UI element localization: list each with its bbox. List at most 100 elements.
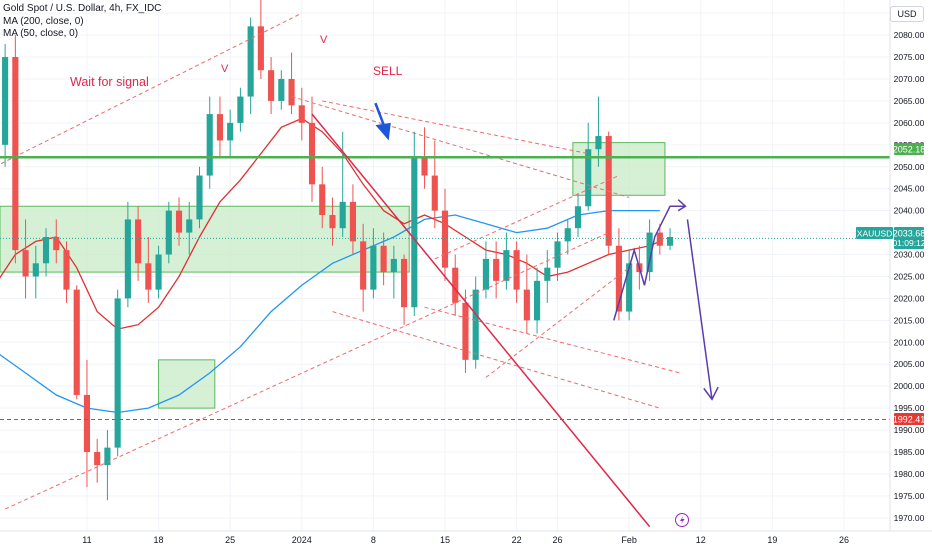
- price-tick-label: 2060.00: [894, 118, 925, 128]
- currency-button[interactable]: USD: [890, 6, 924, 22]
- candle-body: [124, 219, 131, 299]
- candle-body: [595, 136, 602, 150]
- candle-body: [349, 201, 356, 242]
- price-tick-label: 2005.00: [894, 359, 925, 369]
- candle-body: [615, 245, 622, 312]
- forecast-arrow-up: [677, 199, 687, 212]
- time-tick-label: 12: [696, 535, 706, 545]
- price-tick-label: 1970.00: [894, 513, 925, 523]
- channel-line: [0, 12, 303, 165]
- candle-body: [380, 245, 387, 273]
- drawings: [0, 12, 890, 528]
- candle-body: [145, 263, 152, 290]
- price-axis-bg: [890, 0, 932, 550]
- candle-body: [493, 258, 500, 281]
- svg-text:1992.41: 1992.41: [893, 415, 926, 425]
- candle-body: [656, 232, 663, 246]
- zone-box: [0, 205, 410, 273]
- candle-body: [83, 394, 91, 453]
- channel-line: [424, 306, 681, 374]
- candle-body: [247, 26, 254, 97]
- candle-body: [22, 250, 29, 277]
- channel-line: [291, 96, 630, 198]
- v-annotation-1: V: [221, 63, 229, 75]
- sell-arrow-head: [375, 122, 391, 141]
- price-tick-label: 2075.00: [894, 52, 925, 62]
- price-tick-label: 2070.00: [894, 74, 925, 84]
- channel-line: [332, 311, 660, 409]
- channel-line: [485, 267, 630, 378]
- candle-body: [390, 258, 397, 273]
- price-tick-label: 2045.00: [894, 184, 925, 194]
- candle-body: [626, 263, 633, 312]
- candle-body: [319, 184, 326, 216]
- forecast-arrow-down: [703, 386, 719, 401]
- indicator-ma200[interactable]: MA (200, close, 0): [3, 15, 84, 27]
- candle-body: [175, 210, 183, 233]
- symbol-badge[interactable]: XAUUSD 2033.68 01:09:12: [856, 227, 926, 249]
- price-tick-label: 2065.00: [894, 96, 925, 106]
- candle-body: [196, 175, 203, 220]
- channel-line: [322, 100, 589, 155]
- price-tick-label: 2040.00: [894, 206, 925, 216]
- price-label-resistance: 2052.18: [893, 143, 925, 155]
- candle-body: [73, 289, 80, 395]
- candle-body: [646, 232, 653, 273]
- svg-text:2033.68: 2033.68: [893, 229, 926, 239]
- indicator-ma50[interactable]: MA (50, close, 0): [3, 28, 79, 39]
- candle-body: [666, 236, 674, 246]
- candle-body: [574, 206, 582, 229]
- forecast-path: [613, 205, 686, 321]
- wait-signal-annotation: Wait for signal: [70, 75, 149, 89]
- candle-body: [329, 215, 336, 229]
- svg-text:XAUUSD: XAUUSD: [857, 229, 892, 239]
- candle-body: [411, 157, 418, 308]
- candle-body: [155, 254, 162, 290]
- time-tick-label: Feb: [621, 535, 637, 545]
- time-tick-label: 2024: [292, 535, 312, 545]
- candle-body: [186, 219, 193, 233]
- time-tick-label: 22: [512, 535, 522, 545]
- trendline: [311, 113, 651, 528]
- candle-body: [104, 447, 111, 466]
- time-tick-label: 15: [440, 535, 450, 545]
- candle-body: [268, 70, 275, 101]
- sell-arrow-shaft: [374, 102, 386, 128]
- candle-body: [42, 236, 50, 264]
- bolt-icon[interactable]: [675, 513, 689, 527]
- price-tick-label: 2000.00: [894, 381, 925, 391]
- candle-body: [135, 219, 142, 264]
- candle-body: [544, 267, 551, 281]
- candle-body: [534, 280, 541, 321]
- candle-body: [206, 114, 213, 176]
- candle-body: [32, 263, 39, 277]
- candle-body: [165, 210, 172, 255]
- candle-body: [431, 175, 438, 211]
- price-tick-label: 2025.00: [894, 271, 925, 281]
- candle-body: [401, 258, 408, 308]
- price-axis[interactable]: 1970.00 1975.00 1980.00 1985.00 1990.00 1995.…: [889, 0, 932, 550]
- candle-body: [503, 250, 510, 281]
- time-tick-label: 18: [154, 535, 164, 545]
- candle-body: [216, 114, 224, 141]
- time-tick-label: 19: [767, 535, 777, 545]
- candle-body: [472, 289, 479, 360]
- candle-body: [421, 157, 428, 176]
- candle-body: [53, 236, 60, 251]
- price-tick-label: 1975.00: [894, 491, 925, 501]
- time-tick-label: 11: [82, 535, 91, 545]
- candle-body: [339, 201, 346, 229]
- candle-body: [513, 250, 520, 290]
- candle-body: [554, 241, 561, 268]
- symbol-title[interactable]: Gold Spot / U.S. Dollar, 4h, FX_IDC: [3, 3, 162, 14]
- zone-box: [158, 359, 216, 409]
- time-tick-label: 8: [371, 535, 376, 545]
- price-tick-label: 1990.00: [894, 425, 925, 435]
- time-tick-label: 26: [553, 535, 563, 545]
- candle-body: [237, 96, 244, 123]
- price-tick-label: 2015.00: [894, 315, 925, 325]
- channel-line: [434, 175, 620, 260]
- time-axis[interactable]: 11 18 25 2024 8 15 22 26 Feb 12 19 26: [0, 530, 932, 545]
- candle-body: [585, 149, 592, 207]
